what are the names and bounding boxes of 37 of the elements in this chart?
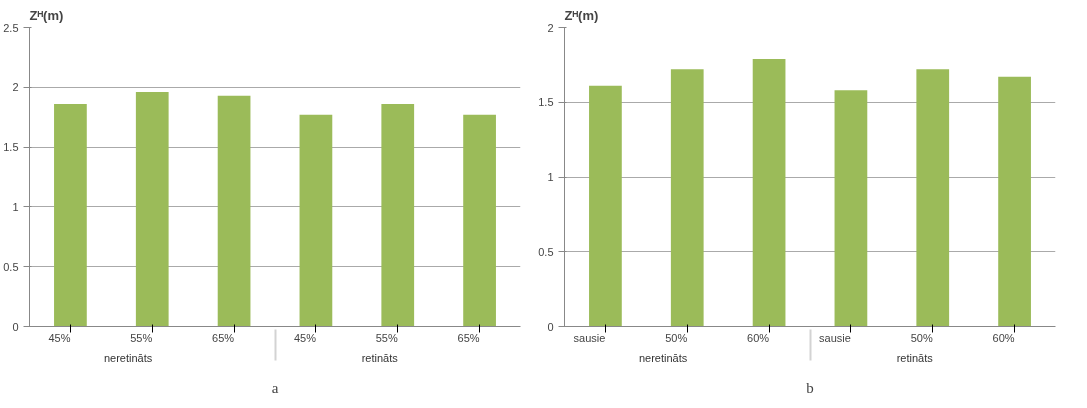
- y-tick-label: 0: [547, 320, 554, 333]
- x-tick-label: sausie: [819, 331, 851, 344]
- bar: [916, 69, 950, 327]
- y-tick-label: 1.5: [3, 141, 19, 154]
- y-tick-label: 1.5: [538, 96, 554, 109]
- x-tick-label: 50%: [665, 331, 688, 344]
- y-tick-label: 2: [12, 81, 19, 94]
- y-axis-title: Zᴴ(m): [29, 7, 64, 23]
- text: a: [271, 379, 279, 396]
- bar: [752, 58, 786, 327]
- x-tick-label: 45%: [48, 331, 71, 344]
- y-tick-label: 0: [12, 320, 19, 333]
- text: retināts: [361, 351, 399, 364]
- text: neretināts: [103, 351, 153, 364]
- x-tick-label: 60%: [747, 331, 770, 344]
- x-tick-label: 60%: [992, 331, 1015, 344]
- y-axis-title: Zᴴ(m): [564, 7, 599, 23]
- x-tick-label: sausie: [573, 331, 606, 344]
- y-tick-label: 1: [12, 200, 19, 213]
- x-tick-label: 50%: [910, 331, 933, 344]
- bar: [670, 69, 704, 327]
- y-tick-label: 2.5: [3, 21, 19, 34]
- x-tick-label: 55%: [375, 331, 398, 344]
- x-tick-label: 45%: [293, 331, 317, 344]
- x-tick-label: 65%: [212, 331, 235, 344]
- x-tick-label: 65%: [457, 331, 480, 344]
- y-tick-label: 0.5: [538, 245, 554, 258]
- text: retināts: [896, 351, 934, 364]
- bar: [589, 85, 622, 327]
- y-tick-label: 2: [547, 21, 554, 34]
- bar: [998, 76, 1031, 327]
- text: neretināts: [638, 351, 688, 364]
- y-tick-label: 1: [547, 171, 554, 183]
- y-tick-label: 0.5: [3, 260, 19, 273]
- x-tick-label: 55%: [130, 331, 153, 344]
- bar: [834, 90, 868, 327]
- text: b: [806, 379, 814, 396]
